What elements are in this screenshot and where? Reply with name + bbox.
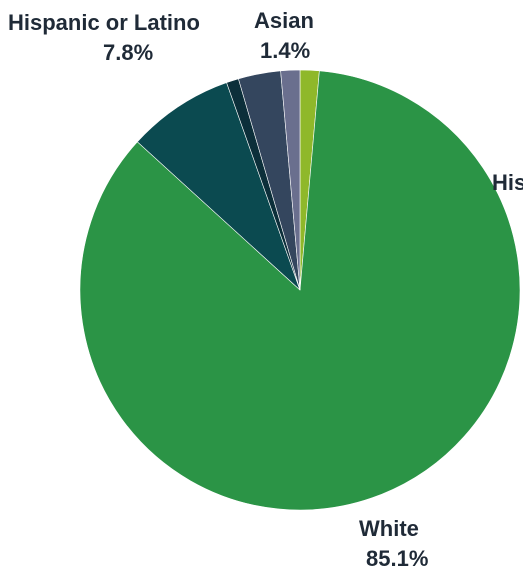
pie-slice-white	[79, 70, 521, 511]
label-asian-name: Asian	[254, 8, 314, 33]
label-hispanic-value: 7.8%	[103, 40, 153, 65]
label-white-name: White	[359, 516, 419, 541]
label-hispanic-name: Hispanic or Latino	[8, 10, 200, 35]
label-asian-value: 1.4%	[260, 38, 310, 63]
pie-slice-asian	[280, 69, 301, 291]
pie-slice-hispanic-or-latino	[136, 82, 301, 291]
label-cut-off: His	[492, 170, 523, 195]
pie-slices	[79, 69, 521, 511]
label-white-value: 85.1%	[366, 546, 428, 571]
